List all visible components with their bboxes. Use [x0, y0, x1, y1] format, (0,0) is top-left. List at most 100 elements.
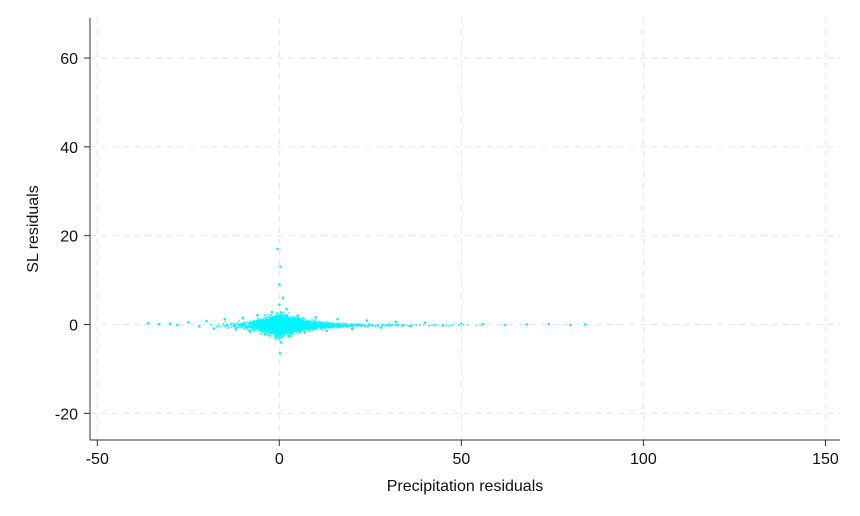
scatter-point	[368, 324, 370, 326]
scatter-point	[280, 313, 282, 315]
scatter-point	[290, 318, 292, 320]
scatter-point	[257, 318, 259, 320]
scatter-point	[308, 321, 310, 323]
scatter-point	[333, 324, 335, 326]
scatter-point	[257, 323, 259, 325]
scatter-point	[310, 321, 312, 323]
scatter-point	[287, 315, 289, 317]
scatter-point	[261, 320, 263, 322]
scatter-point	[317, 326, 319, 328]
scatter-point	[255, 319, 258, 322]
scatter-point	[275, 319, 277, 321]
scatter-point	[320, 325, 322, 327]
scatter-point	[238, 324, 241, 326]
scatter-point	[270, 334, 272, 337]
scatter-point	[292, 324, 294, 326]
scatter-point	[427, 324, 429, 327]
scatter-point	[235, 325, 237, 327]
scatter-point	[362, 323, 364, 325]
scatter-point	[364, 324, 366, 326]
scatter-point	[299, 320, 301, 323]
scatter-point	[337, 323, 339, 325]
scatter-point	[282, 331, 284, 334]
scatter-point	[246, 328, 248, 330]
scatter-point	[315, 327, 317, 329]
scatter-point	[253, 329, 255, 331]
scatter-point	[243, 322, 245, 324]
scatter-point	[288, 334, 290, 336]
scatter-point	[265, 317, 267, 319]
scatter-point	[255, 325, 257, 327]
scatter-point	[335, 324, 337, 326]
scatter-point	[266, 327, 268, 329]
scatter-point	[254, 329, 256, 331]
scatter-point	[282, 336, 284, 338]
scatter-point	[378, 325, 380, 327]
scatter-point	[254, 322, 257, 324]
scatter-point	[273, 328, 276, 330]
scatter-point	[313, 326, 315, 328]
scatter-point	[301, 324, 303, 326]
scatter-point	[278, 336, 281, 338]
scatter-point	[290, 328, 292, 330]
scatter-point	[475, 324, 477, 327]
scatter-point	[284, 316, 286, 318]
scatter-point	[315, 329, 317, 331]
scatter-point	[275, 332, 277, 334]
scatter-point	[279, 311, 281, 314]
scatter-point	[275, 313, 277, 315]
scatter-point	[297, 318, 300, 320]
scatter-point	[292, 326, 294, 328]
scatter-point	[265, 324, 268, 326]
scatter-point	[316, 322, 318, 324]
scatter-point	[278, 314, 280, 316]
scatter-point	[309, 323, 311, 325]
scatter-point	[310, 325, 313, 327]
scatter-point	[280, 336, 283, 339]
scatter-point	[331, 325, 334, 327]
scatter-point	[285, 332, 288, 334]
scatter-point	[435, 324, 437, 327]
scatter-point	[251, 326, 253, 329]
scatter-point	[437, 324, 439, 326]
scatter-point	[281, 311, 283, 313]
scatter-point	[281, 318, 283, 321]
scatter-point	[258, 326, 260, 329]
scatter-point	[258, 320, 261, 322]
scatter-point	[288, 316, 290, 319]
scatter-point	[342, 324, 345, 326]
scatter-point	[253, 325, 255, 328]
scatter-point	[277, 326, 279, 328]
scatter-point	[295, 318, 297, 320]
scatter-point	[333, 322, 335, 324]
scatter-point	[423, 324, 425, 327]
scatter-point	[345, 325, 347, 327]
scatter-point	[371, 325, 373, 327]
scatter-point	[295, 317, 297, 319]
scatter-point	[317, 324, 319, 326]
scatter-point	[269, 327, 271, 329]
scatter-point	[278, 330, 280, 333]
scatter-point	[256, 318, 258, 320]
scatter-point	[246, 327, 248, 329]
scatter-point	[332, 322, 334, 324]
scatter-point	[403, 324, 405, 326]
scatter-point	[369, 324, 371, 326]
scatter-point	[301, 327, 303, 329]
scatter-point	[311, 318, 313, 320]
scatter-point	[323, 322, 325, 324]
scatter-point	[297, 328, 299, 330]
scatter-point	[289, 317, 291, 319]
scatter-point	[306, 323, 308, 325]
scatter-point	[265, 334, 268, 336]
scatter-point	[298, 322, 301, 324]
scatter-point	[340, 325, 342, 328]
scatter-point	[288, 328, 290, 330]
scatter-point	[408, 325, 410, 327]
scatter-point	[308, 330, 310, 332]
scatter-point	[286, 331, 288, 333]
scatter-point	[263, 330, 265, 332]
scatter-point	[270, 325, 273, 327]
scatter-point	[263, 331, 265, 333]
scatter-point	[428, 325, 430, 327]
